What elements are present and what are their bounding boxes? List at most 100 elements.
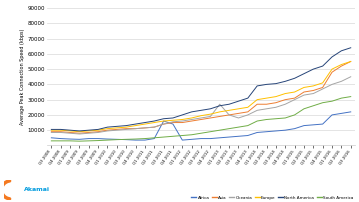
Africa [227, 136, 231, 138]
North America [339, 50, 344, 52]
Oceania [49, 131, 53, 134]
South America [283, 117, 288, 119]
North America [124, 124, 129, 127]
Line: Europe: Europe [51, 61, 351, 132]
North America [87, 129, 91, 131]
Asia [115, 128, 119, 131]
North America [162, 118, 166, 120]
Africa [152, 137, 157, 140]
Asia [124, 127, 129, 130]
Oceania [180, 120, 185, 122]
South America [321, 101, 325, 104]
Africa [283, 129, 288, 131]
South America [302, 108, 306, 110]
Oceania [339, 80, 344, 83]
Africa [68, 138, 72, 140]
Oceania [311, 92, 316, 95]
South America [105, 139, 109, 141]
Asia [218, 115, 222, 118]
South America [218, 129, 222, 131]
Africa [180, 139, 185, 141]
South America [180, 134, 185, 137]
Africa [264, 130, 269, 133]
South America [293, 114, 297, 116]
Oceania [134, 127, 138, 130]
Europe [255, 98, 259, 101]
North America [246, 97, 250, 99]
Oceania [264, 108, 269, 110]
Oceania [274, 106, 278, 108]
Oceania [59, 131, 63, 134]
Africa [349, 111, 353, 113]
Europe [143, 123, 147, 125]
Europe [246, 106, 250, 108]
Asia [208, 117, 213, 119]
North America [49, 128, 53, 131]
South America [330, 100, 334, 102]
Asia [349, 60, 353, 63]
Europe [190, 117, 194, 119]
Y-axis label: Average Peak Connection Speed (kbps): Average Peak Connection Speed (kbps) [20, 28, 25, 125]
Africa [293, 127, 297, 130]
North America [283, 80, 288, 83]
Europe [87, 130, 91, 132]
Asia [283, 98, 288, 101]
North America [255, 85, 259, 87]
Asia [227, 114, 231, 116]
Africa [77, 138, 81, 141]
South America [208, 130, 213, 133]
South America [77, 140, 81, 142]
Europe [208, 113, 213, 115]
South America [255, 120, 259, 122]
Asia [330, 71, 334, 73]
Europe [330, 68, 334, 70]
Africa [134, 139, 138, 141]
Africa [124, 138, 129, 141]
North America [321, 65, 325, 67]
Asia [264, 103, 269, 105]
Asia [49, 130, 53, 133]
Oceania [96, 131, 100, 134]
Oceania [321, 88, 325, 90]
Asia [59, 130, 63, 133]
Asia [152, 126, 157, 128]
Africa [171, 123, 175, 125]
Africa [105, 138, 109, 140]
North America [264, 83, 269, 86]
North America [180, 114, 185, 116]
South America [134, 138, 138, 140]
Asia [199, 118, 203, 121]
Line: Asia: Asia [51, 61, 351, 133]
Oceania [143, 127, 147, 129]
Europe [162, 120, 166, 122]
North America [311, 68, 316, 70]
Oceania [246, 114, 250, 116]
Oceania [68, 132, 72, 135]
Africa [246, 134, 250, 137]
Asia [339, 65, 344, 67]
North America [293, 77, 297, 80]
Asia [255, 103, 259, 105]
Africa [143, 139, 147, 141]
South America [311, 105, 316, 107]
Asia [274, 101, 278, 104]
Oceania [330, 83, 334, 86]
Oceania [208, 115, 213, 118]
Africa [208, 137, 213, 140]
North America [68, 129, 72, 131]
Asia [77, 132, 81, 135]
Asia [68, 131, 72, 134]
Europe [105, 127, 109, 130]
Oceania [171, 121, 175, 123]
Europe [339, 63, 344, 66]
South America [339, 97, 344, 99]
Africa [87, 137, 91, 140]
Africa [302, 124, 306, 127]
Oceania [227, 114, 231, 116]
Africa [190, 138, 194, 141]
North America [59, 128, 63, 131]
Oceania [293, 98, 297, 101]
South America [236, 126, 241, 128]
South America [274, 118, 278, 120]
Oceania [218, 103, 222, 105]
